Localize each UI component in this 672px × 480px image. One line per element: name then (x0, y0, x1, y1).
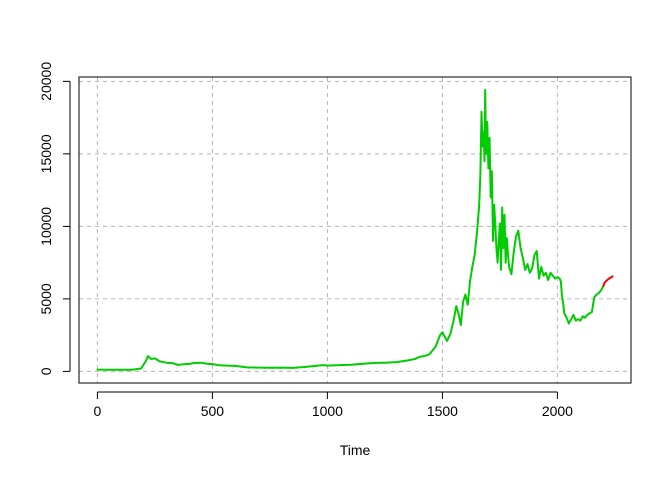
x-tick-label: 1500 (427, 403, 458, 419)
x-tick-label: 500 (201, 403, 225, 419)
plot-frame (78, 76, 632, 384)
grid-lines (79, 77, 631, 383)
forecast-series-line (602, 275, 614, 287)
y-tick-label: 10000 (38, 207, 54, 246)
x-tick-label: 0 (94, 403, 102, 419)
x-axis-title: Time (340, 442, 371, 458)
observed-series-line (96, 89, 605, 371)
x-tick-label: 2000 (542, 403, 573, 419)
y-tick-label: 5000 (38, 283, 54, 314)
y-tick-label: 0 (38, 367, 54, 375)
x-tick-label: 1000 (312, 403, 343, 419)
series-lines (96, 89, 614, 371)
y-tick-label: 20000 (38, 62, 54, 101)
y-tick-label: 15000 (38, 134, 54, 173)
